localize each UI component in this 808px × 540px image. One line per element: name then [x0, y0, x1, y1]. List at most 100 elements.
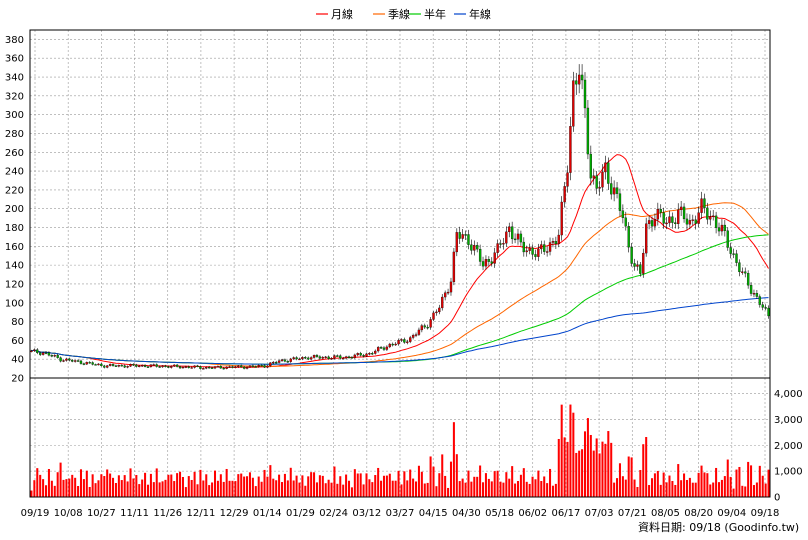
candle-body — [502, 243, 505, 245]
volume-bar — [365, 473, 368, 497]
candle-body — [650, 220, 654, 227]
volume-bars — [30, 404, 770, 497]
candle-body — [321, 357, 324, 359]
volume-bar — [447, 487, 450, 497]
candle-body — [228, 366, 231, 368]
candle-body — [560, 201, 563, 236]
volume-bar — [554, 483, 557, 497]
candle-body — [537, 248, 540, 257]
candle-body — [187, 366, 190, 368]
volume-bar — [452, 422, 455, 497]
date-tick-label: 10/27 — [87, 508, 116, 519]
candle-body — [219, 366, 222, 369]
volume-bar — [208, 485, 211, 497]
candle-body — [505, 231, 508, 244]
candle-body — [108, 364, 112, 366]
volume-bar — [234, 481, 237, 497]
candle-body — [362, 355, 365, 357]
volume-bar — [618, 463, 621, 497]
volume-bar — [767, 469, 770, 497]
candle-body — [545, 251, 549, 253]
volume-bar — [135, 475, 138, 497]
volume-bar — [65, 479, 68, 497]
candle-body — [339, 355, 342, 359]
candle-body — [633, 263, 636, 267]
volume-bar — [668, 475, 671, 497]
volume-bar — [607, 431, 610, 497]
candle-body — [668, 216, 671, 224]
volume-bar — [243, 476, 246, 497]
volume-bar — [438, 473, 441, 497]
volume-bar — [499, 481, 502, 497]
volume-bar — [126, 481, 129, 497]
volume-bar — [202, 480, 205, 497]
volume-bar — [534, 479, 537, 497]
volume-bar — [342, 484, 345, 497]
candle-body — [318, 356, 322, 359]
candle-body — [245, 366, 249, 369]
volume-bar — [149, 473, 152, 497]
candle-body — [551, 241, 555, 243]
candle-body — [138, 365, 141, 368]
volume-bar — [345, 474, 348, 497]
candle-body — [333, 355, 336, 359]
volume-bar — [56, 472, 59, 497]
candle-body — [91, 362, 94, 365]
volume-bar — [455, 454, 458, 497]
candle-body — [627, 226, 630, 248]
candle-body — [158, 366, 161, 368]
volume-bar — [397, 470, 400, 497]
candle-body — [432, 312, 435, 320]
volume-bar — [71, 474, 74, 497]
volume-bar — [330, 482, 333, 497]
candle-body — [140, 365, 144, 367]
volume-bar — [85, 470, 88, 497]
volume-bar — [324, 483, 327, 497]
volume-bar — [717, 482, 721, 497]
candle-body — [764, 307, 767, 309]
volume-bar — [68, 478, 71, 497]
candle-body — [618, 193, 622, 211]
candle-body — [277, 360, 281, 363]
volume-bar — [505, 472, 508, 497]
volume-bar — [382, 475, 385, 497]
volume-bar — [627, 456, 630, 497]
candle-body — [674, 222, 677, 225]
volume-bar — [190, 479, 193, 497]
volume-bar — [630, 457, 633, 497]
volume-bar — [88, 486, 91, 497]
volume-bar — [123, 475, 126, 497]
volume-bar — [665, 482, 668, 497]
candle-body — [732, 253, 735, 255]
candle-body — [213, 366, 217, 369]
volume-bar — [502, 482, 505, 497]
candle-body — [82, 363, 86, 365]
candle-body — [726, 230, 729, 248]
volume-bar — [691, 482, 694, 497]
volume-bar — [304, 485, 307, 497]
volume-bar — [216, 480, 219, 497]
volume-tick-label: 4,000 — [774, 389, 803, 400]
volume-bar — [179, 471, 182, 497]
candle-body — [612, 187, 616, 195]
volume-bar — [77, 486, 80, 497]
volume-bar — [141, 479, 144, 497]
volume-bar — [45, 485, 48, 497]
volume-bar — [39, 474, 42, 497]
volume-bar — [310, 472, 313, 497]
volume-bar — [511, 466, 514, 497]
volume-bar — [301, 475, 304, 497]
price-tick-label: 380 — [5, 35, 24, 46]
volume-bar — [420, 471, 423, 497]
candle-body — [173, 364, 176, 367]
price-tick-label: 20 — [11, 374, 24, 385]
volume-bar — [109, 473, 112, 497]
volume-bar — [129, 468, 132, 497]
candle-body — [135, 364, 138, 367]
volume-bar — [694, 482, 697, 497]
volume-bar — [181, 476, 184, 497]
volume-bar — [132, 478, 135, 497]
volume-bar — [176, 473, 179, 497]
volume-bar — [755, 482, 758, 497]
candle-body — [563, 186, 566, 203]
